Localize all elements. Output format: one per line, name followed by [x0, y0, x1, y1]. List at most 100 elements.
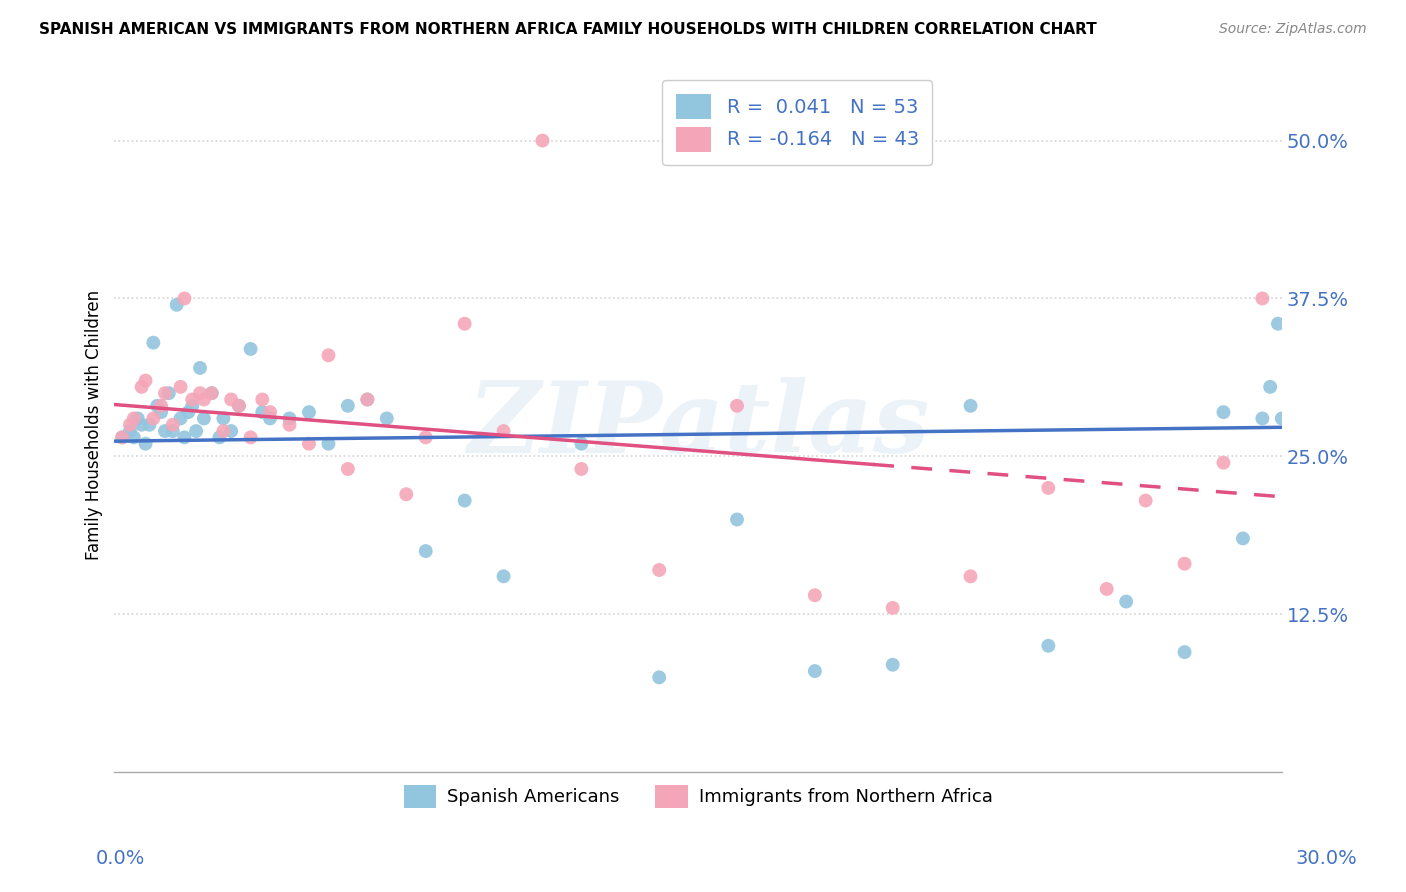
Point — [1251, 292, 1274, 306]
Point — [173, 292, 195, 306]
Point — [356, 392, 378, 407]
Point — [1115, 594, 1137, 608]
Point — [201, 386, 224, 401]
Point — [208, 430, 231, 444]
Point — [1173, 645, 1195, 659]
Point — [492, 569, 515, 583]
Point — [111, 430, 134, 444]
Point — [318, 348, 340, 362]
Point — [356, 392, 378, 407]
Point — [142, 335, 165, 350]
Point — [725, 399, 748, 413]
Point — [153, 424, 176, 438]
Point — [1038, 481, 1060, 495]
Point — [259, 405, 281, 419]
Point — [453, 317, 475, 331]
Point — [882, 600, 904, 615]
Point — [135, 436, 157, 450]
Point — [336, 462, 359, 476]
Point — [111, 430, 134, 444]
Point — [648, 563, 671, 577]
Point — [166, 298, 188, 312]
Point — [318, 436, 340, 450]
Point — [135, 374, 157, 388]
Point — [169, 380, 191, 394]
Point — [181, 399, 204, 413]
Point — [252, 392, 274, 407]
Point — [239, 430, 262, 444]
Point — [193, 411, 215, 425]
Point — [1258, 380, 1281, 394]
Text: 0.0%: 0.0% — [96, 849, 145, 868]
Point — [188, 360, 211, 375]
Point — [959, 569, 981, 583]
Point — [131, 380, 153, 394]
Point — [1267, 317, 1289, 331]
Point — [157, 386, 180, 401]
Point — [415, 544, 437, 558]
Point — [336, 399, 359, 413]
Point — [1212, 405, 1234, 419]
Point — [201, 386, 224, 401]
Point — [569, 436, 592, 450]
Point — [169, 411, 191, 425]
Point — [181, 392, 204, 407]
Point — [959, 399, 981, 413]
Point — [150, 405, 173, 419]
Point — [1212, 456, 1234, 470]
Point — [531, 134, 554, 148]
Y-axis label: Family Households with Children: Family Households with Children — [86, 290, 103, 560]
Point — [138, 417, 160, 432]
Point — [162, 417, 184, 432]
Legend: Spanish Americans, Immigrants from Northern Africa: Spanish Americans, Immigrants from North… — [396, 778, 1000, 815]
Point — [122, 411, 145, 425]
Point — [453, 493, 475, 508]
Point — [1232, 532, 1254, 546]
Text: 30.0%: 30.0% — [1295, 849, 1357, 868]
Text: ZIPatlas: ZIPatlas — [467, 376, 929, 473]
Point — [804, 664, 827, 678]
Point — [146, 399, 169, 413]
Point — [228, 399, 250, 413]
Point — [278, 411, 301, 425]
Point — [882, 657, 904, 672]
Point — [150, 399, 173, 413]
Point — [212, 411, 235, 425]
Point — [415, 430, 437, 444]
Point — [298, 405, 321, 419]
Point — [1251, 411, 1274, 425]
Point — [177, 405, 200, 419]
Point — [804, 588, 827, 602]
Point — [648, 670, 671, 684]
Point — [1271, 411, 1294, 425]
Point — [259, 411, 281, 425]
Point — [492, 424, 515, 438]
Point — [239, 342, 262, 356]
Point — [1135, 493, 1157, 508]
Point — [725, 512, 748, 526]
Point — [173, 430, 195, 444]
Point — [228, 399, 250, 413]
Point — [375, 411, 398, 425]
Point — [142, 411, 165, 425]
Point — [153, 386, 176, 401]
Point — [127, 411, 149, 425]
Point — [569, 462, 592, 476]
Point — [188, 386, 211, 401]
Point — [212, 424, 235, 438]
Point — [162, 424, 184, 438]
Point — [118, 424, 141, 438]
Point — [278, 417, 301, 432]
Point — [184, 424, 207, 438]
Point — [118, 417, 141, 432]
Point — [122, 430, 145, 444]
Point — [193, 392, 215, 407]
Point — [395, 487, 418, 501]
Point — [1173, 557, 1195, 571]
Point — [1095, 582, 1118, 596]
Point — [1038, 639, 1060, 653]
Point — [219, 392, 242, 407]
Text: Source: ZipAtlas.com: Source: ZipAtlas.com — [1219, 22, 1367, 37]
Point — [219, 424, 242, 438]
Text: SPANISH AMERICAN VS IMMIGRANTS FROM NORTHERN AFRICA FAMILY HOUSEHOLDS WITH CHILD: SPANISH AMERICAN VS IMMIGRANTS FROM NORT… — [39, 22, 1097, 37]
